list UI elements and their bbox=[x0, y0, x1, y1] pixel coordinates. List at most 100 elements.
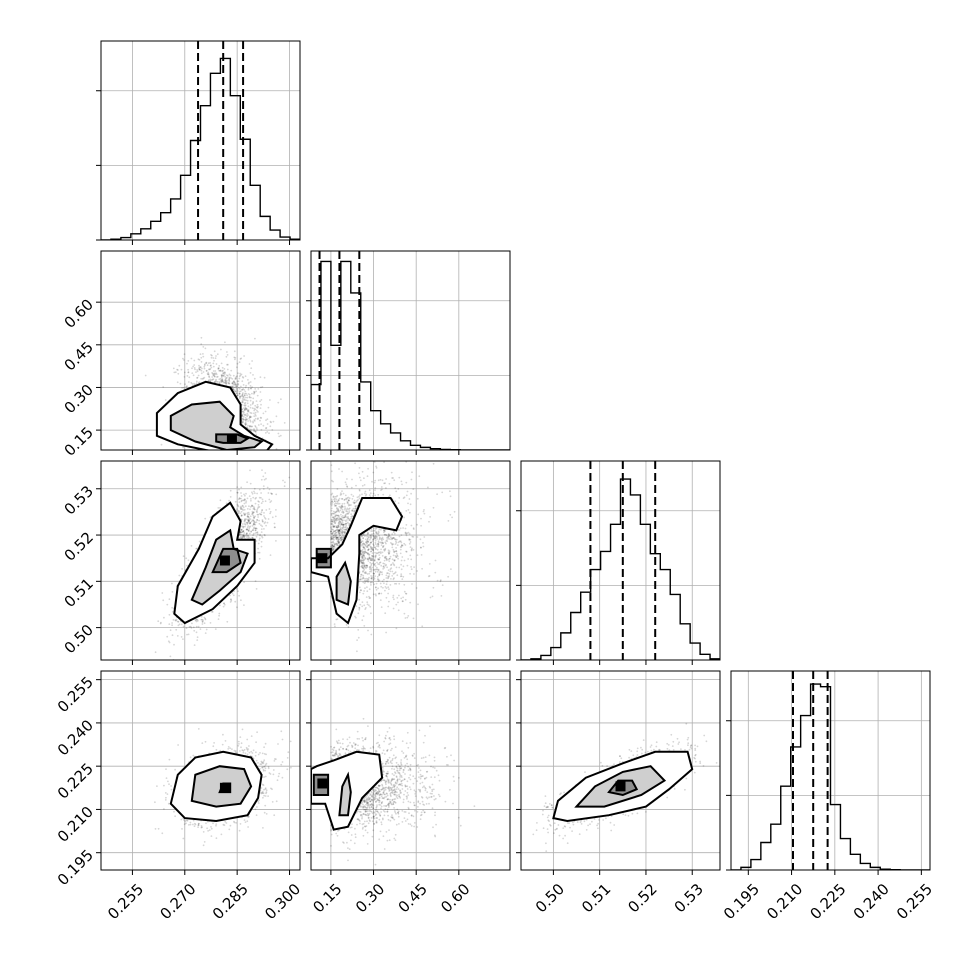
scatter-point bbox=[237, 372, 239, 375]
scatter-point bbox=[244, 513, 246, 516]
scatter-point bbox=[236, 503, 239, 506]
scatter-point bbox=[338, 519, 341, 522]
scatter-point bbox=[246, 534, 248, 537]
scatter-point bbox=[238, 387, 241, 390]
scatter-point bbox=[367, 540, 369, 542]
scatter-point bbox=[244, 409, 246, 412]
scatter-point bbox=[242, 530, 245, 533]
scatter-point bbox=[341, 516, 344, 519]
scatter-point bbox=[252, 514, 255, 517]
scatter-point bbox=[237, 512, 240, 514]
scatter-point bbox=[256, 409, 258, 412]
scatter-point bbox=[242, 535, 245, 537]
scatter-point bbox=[253, 487, 256, 490]
scatter-point bbox=[242, 523, 244, 525]
scatter-point bbox=[241, 417, 244, 420]
scatter-point bbox=[173, 643, 175, 646]
scatter-point bbox=[263, 376, 266, 379]
scatter-point bbox=[379, 551, 382, 553]
scatter-point bbox=[239, 372, 242, 375]
scatter-point bbox=[219, 377, 222, 380]
scatter-point bbox=[333, 504, 336, 507]
scatter-point bbox=[249, 416, 252, 418]
scatter-point bbox=[348, 519, 351, 521]
scatter-point bbox=[247, 529, 250, 532]
scatter-point bbox=[209, 368, 212, 370]
scatter-point bbox=[204, 618, 207, 621]
scatter-point bbox=[362, 567, 365, 570]
scatter-point bbox=[270, 492, 272, 495]
scatter-point bbox=[270, 492, 273, 495]
scatter-point bbox=[363, 567, 365, 569]
scatter-point bbox=[173, 371, 176, 374]
scatter-point bbox=[262, 475, 265, 478]
scatter-point bbox=[374, 568, 377, 571]
scatter-point bbox=[250, 499, 252, 502]
scatter-point bbox=[222, 375, 225, 378]
scatter-point bbox=[259, 376, 262, 379]
scatter-point bbox=[239, 390, 242, 393]
scatter-point bbox=[199, 368, 202, 371]
scatter-point bbox=[251, 386, 254, 388]
scatter-point bbox=[393, 550, 396, 553]
scatter-point bbox=[231, 378, 234, 380]
scatter-point bbox=[246, 532, 248, 535]
scatter-point bbox=[200, 615, 203, 618]
scatter-point bbox=[341, 527, 344, 529]
scatter-point bbox=[331, 533, 334, 535]
scatter-point bbox=[241, 399, 244, 402]
scatter-point bbox=[359, 479, 362, 482]
scatter-point bbox=[340, 513, 342, 516]
scatter-point bbox=[257, 547, 259, 550]
scatter-point bbox=[262, 520, 264, 523]
scatter-point bbox=[261, 386, 264, 388]
scatter-point bbox=[419, 538, 422, 541]
scatter-point bbox=[366, 558, 369, 561]
scatter-point bbox=[200, 343, 203, 345]
scatter-point bbox=[245, 423, 248, 425]
scatter-point bbox=[347, 521, 349, 524]
scatter-point bbox=[233, 386, 236, 389]
scatter-point bbox=[370, 528, 373, 531]
scatter-point bbox=[213, 375, 216, 378]
scatter-point bbox=[257, 411, 259, 413]
scatter-point bbox=[279, 434, 282, 437]
scatter-point bbox=[275, 493, 278, 496]
scatter-point bbox=[409, 503, 412, 506]
scatter-point bbox=[236, 606, 238, 609]
scatter-point bbox=[247, 521, 250, 523]
scatter-point bbox=[363, 557, 365, 559]
scatter-point bbox=[256, 509, 259, 511]
scatter-point bbox=[233, 380, 235, 383]
scatter-point bbox=[167, 640, 170, 643]
scatter-point bbox=[186, 362, 188, 365]
scatter-point bbox=[220, 348, 222, 351]
scatter-point bbox=[201, 367, 203, 370]
scatter-point bbox=[189, 625, 192, 628]
scatter-point bbox=[249, 385, 252, 387]
scatter-point bbox=[252, 421, 255, 424]
scatter-point bbox=[233, 381, 236, 384]
scatter-point bbox=[252, 511, 255, 514]
scatter-point bbox=[255, 540, 258, 542]
scatter-point bbox=[200, 336, 203, 339]
scatter-point bbox=[220, 374, 223, 377]
scatter-point bbox=[373, 563, 376, 566]
scatter-point bbox=[336, 508, 338, 510]
scatter-point bbox=[347, 496, 350, 499]
scatter-point bbox=[236, 486, 239, 488]
scatter-point bbox=[188, 376, 191, 379]
scatter-point bbox=[234, 378, 237, 381]
scatter-point bbox=[226, 363, 228, 366]
density-peak bbox=[226, 433, 237, 444]
scatter-point bbox=[231, 592, 234, 595]
scatter-point bbox=[221, 380, 224, 382]
scatter-point bbox=[216, 375, 219, 378]
scatter-point bbox=[401, 483, 403, 486]
scatter-point bbox=[251, 505, 254, 508]
scatter-point bbox=[256, 531, 258, 534]
scatter-point bbox=[224, 379, 227, 382]
scatter-point bbox=[203, 364, 206, 367]
scatter-point bbox=[256, 518, 258, 521]
scatter-point bbox=[405, 550, 408, 553]
